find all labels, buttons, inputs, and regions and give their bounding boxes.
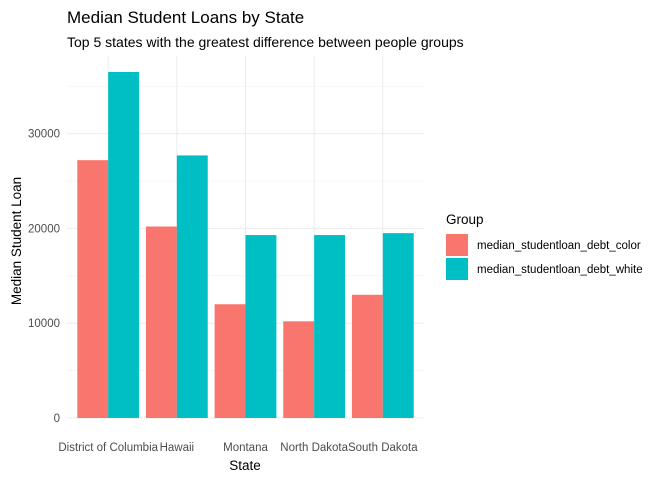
bar-median_studentloan_debt_color-hawaii (145, 226, 177, 418)
y-tick-label: 0 (54, 413, 60, 425)
legend: Group median_studentloan_debt_colormedia… (446, 212, 643, 280)
legend-swatch (446, 234, 468, 256)
legend-title: Group (446, 212, 484, 227)
bars (77, 72, 414, 418)
chart-subtitle: Top 5 states with the greatest differenc… (67, 34, 464, 50)
bar-median_studentloan_debt_white-south-dakota (382, 233, 414, 418)
y-tick-label: 30000 (28, 129, 60, 141)
x-tick-label: North Dakota (280, 442, 348, 454)
x-tick-label: Montana (223, 442, 268, 454)
x-axis-title: State (229, 458, 261, 473)
y-axis-title: Median Student Loan (9, 177, 24, 305)
bar-median_studentloan_debt_white-montana (245, 235, 277, 418)
y-tick-label: 20000 (28, 223, 60, 235)
x-axis-ticks: District of Columbia Hawaii Montana North D… (58, 442, 418, 454)
legend-label: median_studentloan_debt_white (477, 264, 643, 276)
x-tick-label: South Dakota (348, 442, 418, 454)
chart-title: Median Student Loans by State (67, 8, 304, 27)
x-tick-label: Hawaii (160, 442, 195, 454)
bar-median_studentloan_debt_color-south-dakota (351, 294, 383, 418)
bar-median_studentloan_debt_white-district-of-columbia (108, 72, 140, 418)
bar-median_studentloan_debt_white-north-dakota (314, 235, 346, 418)
y-axis-ticks: 0 10000 20000 30000 (28, 129, 60, 425)
x-tick-label: District of Columbia (58, 442, 158, 454)
bar-median_studentloan_debt_white-hawaii (176, 155, 208, 418)
bar-median_studentloan_debt_color-district-of-columbia (77, 160, 109, 418)
legend-swatch (446, 258, 468, 280)
bar-median_studentloan_debt_color-north-dakota (283, 321, 315, 418)
y-tick-label: 10000 (28, 318, 60, 330)
bar-median_studentloan_debt_color-montana (214, 304, 246, 418)
legend-label: median_studentloan_debt_color (477, 240, 641, 252)
